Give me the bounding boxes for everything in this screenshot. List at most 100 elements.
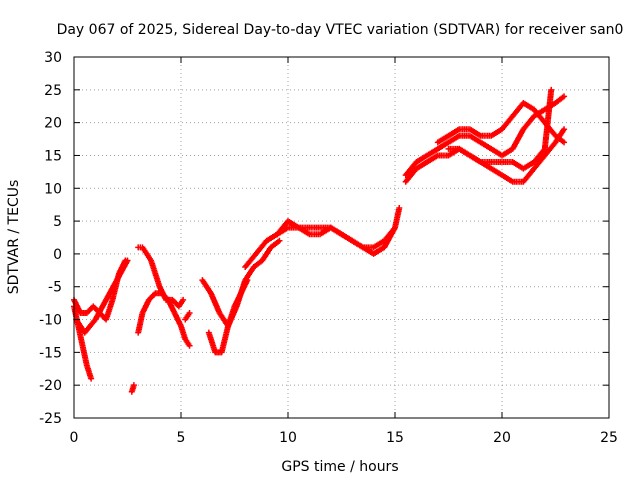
data-point-fill	[532, 147, 547, 164]
y-tick-label: -20	[39, 378, 62, 394]
data-point-fill	[135, 311, 146, 335]
data-point-fill	[436, 140, 450, 151]
y-tick-label: -25	[39, 411, 62, 427]
data-point-fill	[468, 133, 483, 145]
data-point-fill	[541, 88, 555, 151]
series-sat-track-9	[205, 277, 251, 356]
data-point-fill	[82, 317, 98, 335]
data-point-fill	[176, 298, 186, 308]
data-point-fill	[457, 146, 472, 158]
data-point-fill	[103, 298, 115, 321]
data-point	[124, 257, 131, 264]
data-point-fill	[403, 160, 419, 177]
series-sat-track-4	[128, 382, 137, 395]
y-tick-label: -15	[39, 345, 62, 361]
data-point-fill	[129, 383, 137, 394]
data-point-fill	[436, 133, 450, 145]
data-point-fill	[521, 114, 537, 131]
data-point-fill	[265, 232, 279, 243]
data-point	[180, 296, 187, 303]
data-point-fill	[521, 100, 536, 112]
data-point-fill	[500, 114, 515, 131]
data-point-fill	[140, 245, 149, 256]
data-point-fill	[479, 140, 493, 151]
data-point-fill	[103, 278, 120, 302]
data-point-fill	[425, 146, 440, 158]
data-point-fill	[79, 309, 89, 316]
series-sat-track-7	[182, 309, 193, 323]
data-point-fill	[447, 127, 461, 138]
data-point-fill	[297, 225, 311, 237]
y-axis-label: SDTVAR / TECUs	[6, 180, 22, 295]
data-point-fill	[361, 245, 376, 256]
y-tick-label: 30	[44, 50, 62, 66]
data-point	[561, 93, 568, 100]
data-point-fill	[521, 166, 537, 184]
data-point-fill	[425, 153, 440, 165]
y-tick-label: -10	[39, 313, 62, 329]
data-point-fill	[403, 166, 419, 184]
plot-frame	[73, 56, 610, 419]
data-point-fill	[75, 324, 86, 348]
x-tick-label: 25	[600, 430, 618, 446]
x-tick-label: 20	[493, 430, 511, 446]
data-point-fill	[350, 238, 365, 250]
data-point	[276, 237, 283, 244]
data-point	[392, 224, 398, 231]
data-point	[186, 309, 193, 316]
data-point	[561, 139, 568, 146]
data-point-fill	[521, 159, 536, 171]
x-tick-label: 5	[177, 430, 186, 446]
y-tick-label: 10	[44, 181, 62, 197]
series-sat-track-3	[73, 257, 131, 336]
series-sat-track-6	[135, 244, 187, 310]
data-point-fill	[553, 133, 566, 145]
data-point	[548, 86, 555, 93]
data-point-fill	[243, 252, 258, 269]
data-point-fill	[414, 153, 429, 165]
y-tick-label: -5	[48, 280, 62, 296]
data-point	[88, 375, 95, 382]
data-point-fill	[147, 291, 158, 302]
y-tick-label: 20	[44, 116, 62, 132]
data-point-fill	[511, 159, 525, 171]
data-point-fill	[532, 153, 547, 171]
data-point-fill	[532, 107, 547, 125]
x-tick-label: 10	[279, 430, 297, 446]
data-point-fill	[183, 311, 192, 321]
data-point-fill	[447, 133, 461, 145]
series-sat-track-11	[274, 218, 398, 257]
data-point-fill	[153, 290, 164, 297]
data-point-fill	[260, 245, 273, 263]
data-point-fill	[208, 291, 222, 315]
data-point-fill	[468, 127, 483, 138]
data-point-fill	[500, 173, 515, 184]
data-point-fill	[489, 166, 504, 178]
data-point-fill	[253, 239, 269, 256]
x-tick-label: 0	[70, 430, 79, 446]
series-sat-track-12	[402, 93, 568, 179]
data-point-fill	[372, 245, 386, 256]
data-point-fill	[79, 344, 90, 367]
data-point-fill	[414, 159, 429, 171]
data-layer	[71, 86, 568, 395]
data-point-fill	[382, 226, 398, 249]
data-point-fill	[252, 258, 264, 269]
data-point-fill	[489, 127, 504, 138]
data-point-fill	[93, 298, 109, 322]
x-axis-label: GPS time / hours	[281, 459, 398, 475]
data-point-fill	[510, 127, 526, 151]
chart-title: Day 067 of 2025, Sidereal Day-to-day VTE…	[57, 22, 624, 38]
data-point	[130, 382, 137, 389]
data-point-fill	[500, 146, 515, 158]
tick-layer: 0 5 10 15 20 25 -25 -20 -15 -10 -5 0 5 10 15 20 25 30	[39, 50, 618, 446]
data-point-fill	[200, 278, 214, 295]
data-point-fill	[114, 258, 130, 282]
data-point-fill	[468, 153, 483, 165]
data-point-fill	[206, 331, 218, 354]
y-tick-label: 25	[44, 83, 62, 99]
series-sat-track-15	[445, 86, 555, 172]
data-point-fill	[269, 238, 282, 250]
